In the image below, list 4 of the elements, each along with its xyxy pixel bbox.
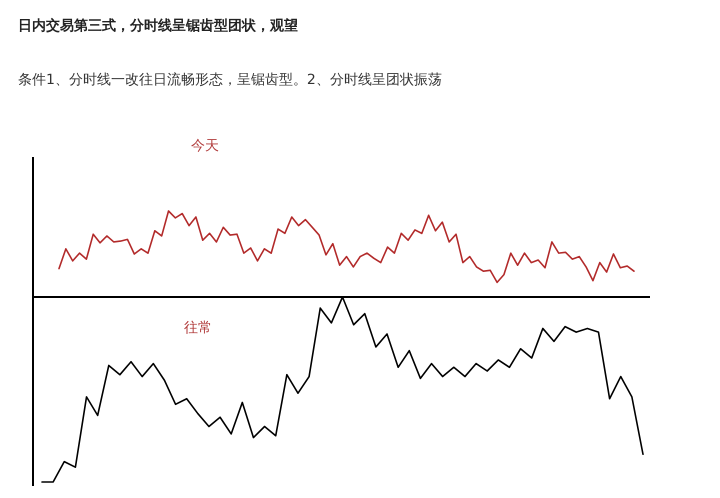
annotation: 日内交易第三式，分时线呈锯齿型团状，观望: [18, 18, 298, 34]
title: 往常: [184, 320, 212, 336]
annotation: 条件1、分时线一改往日流畅形态，呈锯齿型。2、分时线呈团状振荡: [18, 72, 442, 88]
title: 今天: [191, 138, 219, 154]
